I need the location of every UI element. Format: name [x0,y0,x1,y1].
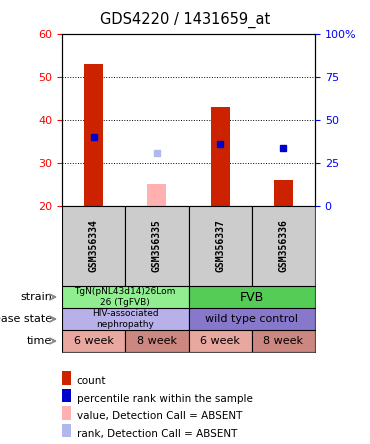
Bar [188,308,315,330]
Text: 6 week: 6 week [74,336,114,346]
Text: GSM356336: GSM356336 [278,220,288,273]
Bar [211,107,230,206]
Bar [252,330,315,352]
Text: wild type control: wild type control [205,314,298,324]
Text: percentile rank within the sample: percentile rank within the sample [77,394,253,404]
Text: GDS4220 / 1431659_at: GDS4220 / 1431659_at [100,12,270,28]
Text: TgN(pNL43d14)26Lom
26 (TgFVB): TgN(pNL43d14)26Lom 26 (TgFVB) [75,287,176,307]
Bar [62,286,188,308]
Bar [62,308,188,330]
Text: disease state: disease state [0,314,52,324]
Text: strain: strain [20,292,52,302]
Text: 8 week: 8 week [137,336,177,346]
Bar [188,206,252,286]
Text: time: time [27,336,52,346]
Bar [188,286,315,308]
Bar [125,330,188,352]
Bar [62,330,125,352]
Bar [274,180,293,206]
Text: 6 week: 6 week [200,336,240,346]
Text: HIV-associated
nephropathy: HIV-associated nephropathy [92,309,159,329]
Text: GSM356334: GSM356334 [89,220,99,273]
Text: 8 week: 8 week [263,336,303,346]
Bar [252,206,315,286]
Bar [62,206,125,286]
Bar [147,185,166,206]
Text: FVB: FVB [240,290,264,304]
Text: rank, Detection Call = ABSENT: rank, Detection Call = ABSENT [77,428,237,439]
Bar [125,206,188,286]
Bar [188,330,252,352]
Text: count: count [77,376,106,386]
Text: GSM356337: GSM356337 [215,220,225,273]
Text: value, Detection Call = ABSENT: value, Detection Call = ABSENT [77,411,242,421]
Text: GSM356335: GSM356335 [152,220,162,273]
Bar [84,64,103,206]
